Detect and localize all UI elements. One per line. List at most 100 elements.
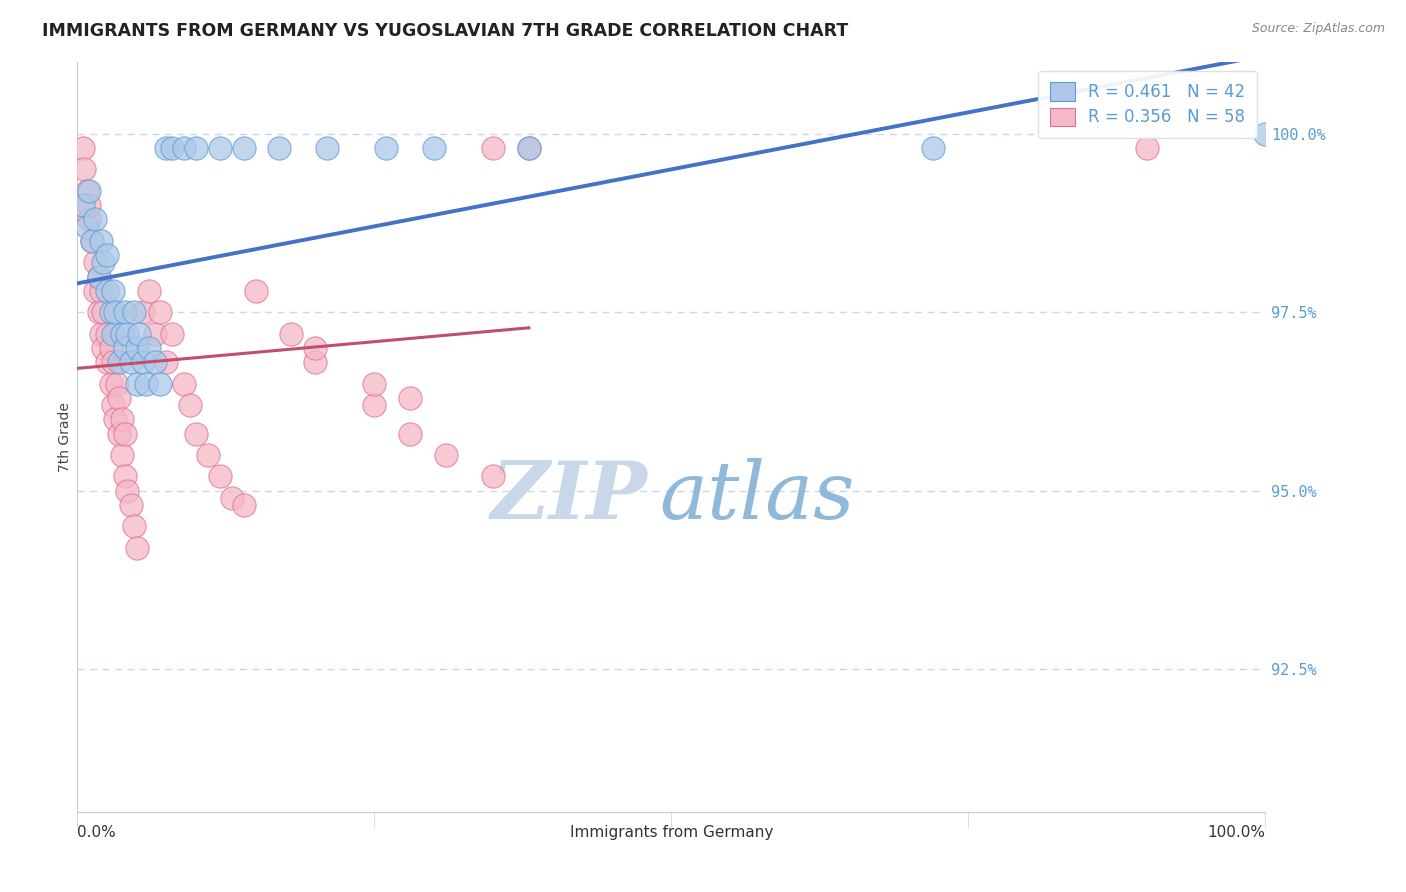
Point [111, 448, 134, 462]
Text: IMMIGRANTS FROM GERMANY VS YUGOSLAVIAN 7TH GRADE CORRELATION CHART: IMMIGRANTS FROM GERMANY VS YUGOSLAVIAN 7… [42, 22, 848, 40]
Point [179, 398, 201, 412]
Text: Source: ZipAtlas.com: Source: ZipAtlas.com [1251, 22, 1385, 36]
Text: atlas: atlas [659, 458, 855, 536]
Point [77, 198, 100, 212]
Point [482, 141, 505, 155]
Point [114, 469, 136, 483]
Point [101, 398, 124, 412]
Point [149, 376, 172, 391]
Point [138, 284, 160, 298]
Point [304, 341, 326, 355]
Point [101, 355, 124, 369]
Point [80, 234, 103, 248]
Point [84, 284, 107, 298]
Point [363, 376, 385, 391]
Point [100, 376, 122, 391]
Text: 100.0%: 100.0% [1208, 825, 1265, 840]
Point [87, 305, 110, 319]
Point [921, 141, 943, 155]
Point [77, 184, 100, 198]
Point [73, 162, 96, 177]
Point [100, 341, 122, 355]
Point [90, 326, 112, 341]
Point [221, 491, 243, 505]
Point [108, 355, 131, 369]
Point [186, 141, 208, 155]
Point [93, 255, 115, 269]
Point [423, 141, 446, 155]
Point [173, 141, 195, 155]
Point [101, 284, 124, 298]
Point [138, 341, 160, 355]
Point [143, 355, 166, 369]
Point [115, 483, 138, 498]
Point [114, 426, 136, 441]
Point [482, 469, 505, 483]
Point [155, 355, 177, 369]
Point [76, 219, 98, 234]
Point [363, 398, 385, 412]
Point [128, 326, 150, 341]
Point [517, 141, 540, 155]
Point [131, 305, 153, 319]
Point [1136, 141, 1159, 155]
Point [114, 305, 136, 319]
Point [115, 326, 138, 341]
Point [173, 376, 195, 391]
Point [96, 326, 118, 341]
Text: 0.0%: 0.0% [77, 825, 117, 840]
Point [208, 469, 231, 483]
Point [114, 341, 136, 355]
Point [104, 305, 127, 319]
Point [111, 326, 134, 341]
Point [208, 141, 231, 155]
Point [517, 141, 540, 155]
Point [124, 519, 146, 533]
Point [105, 376, 128, 391]
Point [111, 412, 134, 426]
Point [93, 305, 115, 319]
Point [162, 141, 184, 155]
Point [77, 212, 100, 227]
Point [124, 305, 146, 319]
Legend: R = 0.461   N = 42, R = 0.356   N = 58: R = 0.461 N = 42, R = 0.356 N = 58 [1038, 70, 1257, 138]
Text: Immigrants from Germany: Immigrants from Germany [571, 825, 773, 840]
Point [108, 426, 131, 441]
Point [186, 426, 208, 441]
Point [197, 448, 219, 462]
Point [96, 248, 118, 262]
Point [434, 448, 457, 462]
Point [87, 269, 110, 284]
Point [149, 305, 172, 319]
Point [232, 141, 254, 155]
Point [100, 305, 122, 319]
Point [135, 376, 157, 391]
Point [84, 212, 107, 227]
Point [125, 541, 148, 555]
Point [131, 355, 153, 369]
Point [399, 391, 422, 405]
Point [80, 234, 103, 248]
Point [155, 141, 177, 155]
Point [90, 284, 112, 298]
Point [399, 426, 422, 441]
Point [315, 141, 337, 155]
Point [120, 355, 142, 369]
Text: ZIP: ZIP [491, 458, 648, 536]
Point [143, 326, 166, 341]
Point [120, 498, 142, 512]
Point [280, 326, 302, 341]
Point [232, 498, 254, 512]
Point [101, 326, 124, 341]
Point [245, 284, 267, 298]
Point [304, 355, 326, 369]
Point [72, 198, 94, 212]
Point [84, 255, 107, 269]
Point [125, 376, 148, 391]
Point [93, 341, 115, 355]
Point [90, 234, 112, 248]
Point [269, 141, 291, 155]
Point [1254, 127, 1277, 141]
Point [87, 269, 110, 284]
Point [108, 391, 131, 405]
